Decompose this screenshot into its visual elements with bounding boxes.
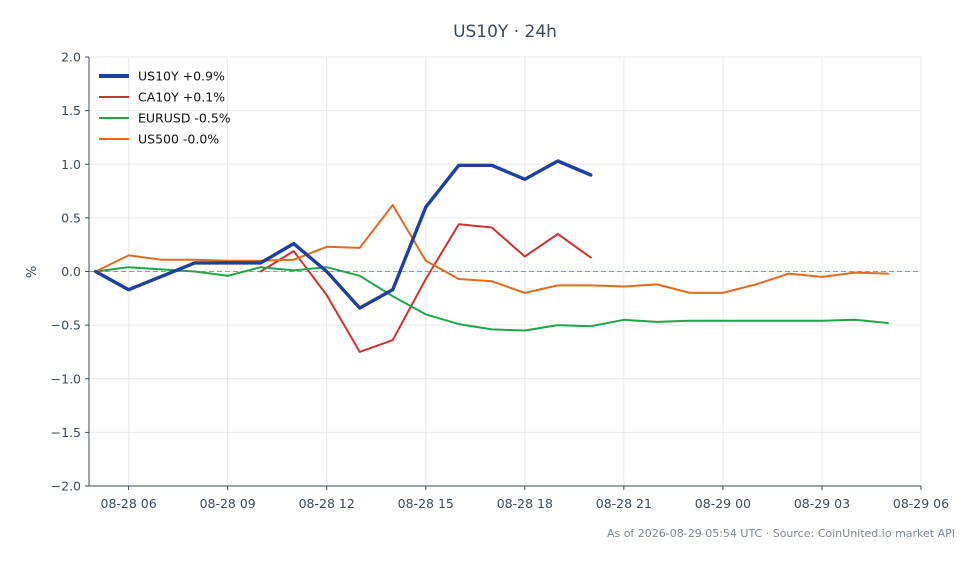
y-tick-label-6: −1.0 [51,371,81,386]
x-tick-label-5: 08-28 21 [596,496,652,511]
legend-label-0: US10Y +0.9% [138,69,225,84]
y-tick-label-1: 1.5 [61,103,81,118]
series-line-0 [93,159,593,310]
y-tick-label-4: 0.0 [61,264,81,279]
x-tick-label-6: 08-29 00 [695,496,751,511]
footer-source: As of 2026-08-29 05:54 UTC · Source: Coi… [607,527,955,540]
x-tick-label-2: 08-28 12 [299,496,355,511]
y-axis-label: % [25,266,40,278]
y-tick-label-3: 0.5 [61,210,81,225]
y-tick-label-7: −1.5 [51,425,81,440]
y-axis-ticks: 2.0 1.5 1.0 0.5 0.0 −0.5 −1.0 −1.5 −2.0 [51,50,89,494]
x-tick-label-7: 08-29 03 [794,496,850,511]
series-layer [93,159,889,353]
chart-title: US10Y · 24h [453,22,557,42]
y-tick-label-5: −0.5 [51,318,81,333]
y-tick-label-2: 1.0 [61,157,81,172]
x-tick-label-1: 08-28 09 [200,496,256,511]
legend-label-1: CA10Y +0.1% [138,90,225,105]
legend-label-2: EURUSD -0.5% [138,111,231,126]
x-tick-label-3: 08-28 15 [398,496,454,511]
x-tick-label-8: 08-29 06 [893,496,949,511]
series-line-3 [94,204,889,294]
x-axis-ticks: 08-28 06 08-28 09 08-28 12 08-28 15 08-28 18… [101,486,949,511]
series-line-2 [94,266,889,332]
legend-label-3: US500 -0.0% [138,132,219,147]
x-tick-label-4: 08-28 18 [497,496,553,511]
x-tick-label-0: 08-28 06 [101,496,157,511]
series-line-1 [259,223,592,353]
y-tick-label-0: 2.0 [61,50,81,65]
legend: US10Y +0.9% CA10Y +0.1% EURUSD -0.5% US500 … [99,69,231,147]
y-tick-label-8: −2.0 [51,479,81,494]
